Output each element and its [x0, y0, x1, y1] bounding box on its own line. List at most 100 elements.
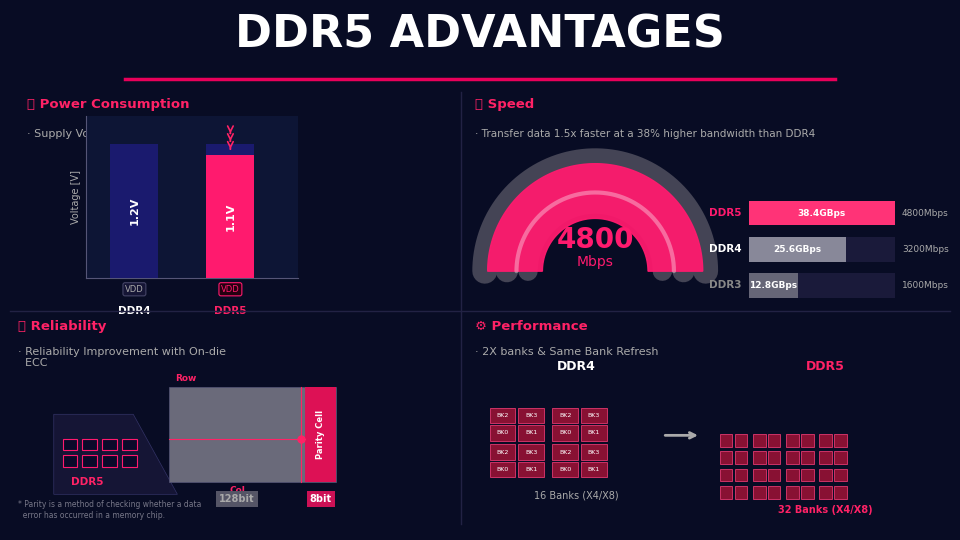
FancyBboxPatch shape: [834, 434, 847, 447]
Text: BK1: BK1: [525, 430, 538, 435]
Text: DDR5: DDR5: [71, 477, 104, 488]
FancyBboxPatch shape: [735, 451, 747, 464]
FancyBboxPatch shape: [581, 408, 607, 423]
FancyBboxPatch shape: [581, 462, 607, 477]
FancyBboxPatch shape: [581, 425, 607, 441]
Text: DDR5: DDR5: [806, 360, 845, 373]
FancyBboxPatch shape: [62, 438, 77, 450]
FancyBboxPatch shape: [786, 486, 799, 498]
FancyBboxPatch shape: [768, 469, 780, 481]
FancyBboxPatch shape: [753, 434, 765, 447]
FancyBboxPatch shape: [553, 425, 578, 441]
Text: 25.6GBps: 25.6GBps: [774, 245, 822, 254]
Bar: [749, 237, 895, 262]
Text: 4800: 4800: [557, 226, 634, 254]
Text: DDR5 ADVANTAGES: DDR5 ADVANTAGES: [235, 13, 725, 56]
Text: BK3: BK3: [525, 450, 538, 455]
Text: 32 Banks (X4/X8): 32 Banks (X4/X8): [779, 505, 873, 515]
Text: ⚙ Performance: ⚙ Performance: [475, 320, 588, 333]
Text: DDR4: DDR4: [118, 306, 151, 316]
Text: DDR4: DDR4: [709, 244, 742, 254]
FancyBboxPatch shape: [83, 455, 97, 467]
Bar: [749, 200, 895, 226]
FancyBboxPatch shape: [553, 462, 578, 477]
FancyBboxPatch shape: [518, 444, 543, 460]
FancyBboxPatch shape: [834, 451, 847, 464]
Text: 12.8GBps: 12.8GBps: [750, 281, 798, 290]
FancyBboxPatch shape: [518, 425, 543, 441]
Text: Col: Col: [229, 486, 245, 495]
FancyBboxPatch shape: [819, 469, 831, 481]
Text: BK1: BK1: [525, 467, 538, 472]
FancyBboxPatch shape: [490, 444, 515, 460]
Text: · Reliability Improvement with On-die
  ECC: · Reliability Improvement with On-die EC…: [18, 347, 227, 368]
FancyBboxPatch shape: [753, 469, 765, 481]
Text: Mbps: Mbps: [577, 254, 613, 268]
FancyBboxPatch shape: [553, 444, 578, 460]
Text: BK3: BK3: [588, 450, 600, 455]
Text: Row: Row: [176, 374, 197, 383]
FancyBboxPatch shape: [735, 469, 747, 481]
Text: DDR3: DDR3: [709, 280, 742, 291]
Text: 16 Banks (X4/X8): 16 Banks (X4/X8): [534, 490, 618, 501]
FancyBboxPatch shape: [735, 486, 747, 498]
Text: BK3: BK3: [588, 413, 600, 418]
Text: 3200Mbps: 3200Mbps: [902, 245, 948, 254]
Text: BK0: BK0: [559, 467, 571, 472]
FancyBboxPatch shape: [122, 455, 136, 467]
FancyBboxPatch shape: [62, 455, 77, 467]
FancyBboxPatch shape: [786, 434, 799, 447]
FancyBboxPatch shape: [581, 444, 607, 460]
Bar: [206, 155, 254, 278]
Bar: [206, 144, 254, 155]
FancyBboxPatch shape: [819, 434, 831, 447]
Text: 128bit: 128bit: [219, 494, 254, 504]
Text: · Supply Voltage Reduction: · Supply Voltage Reduction: [27, 129, 178, 139]
FancyBboxPatch shape: [720, 469, 732, 481]
FancyBboxPatch shape: [768, 434, 780, 447]
Text: 8bit: 8bit: [310, 494, 332, 504]
FancyBboxPatch shape: [122, 438, 136, 450]
Text: BK2: BK2: [559, 450, 571, 455]
Text: DDR5: DDR5: [709, 208, 742, 218]
FancyBboxPatch shape: [518, 462, 543, 477]
Bar: [110, 144, 158, 278]
Text: * Parity is a method of checking whether a data
  error has occurred in a memory: * Parity is a method of checking whether…: [18, 500, 202, 519]
Text: 1600Mbps: 1600Mbps: [902, 281, 948, 290]
FancyBboxPatch shape: [768, 486, 780, 498]
Text: BK3: BK3: [525, 413, 538, 418]
Bar: [749, 273, 798, 298]
FancyBboxPatch shape: [518, 408, 543, 423]
FancyBboxPatch shape: [801, 451, 814, 464]
FancyBboxPatch shape: [801, 434, 814, 447]
FancyBboxPatch shape: [819, 486, 831, 498]
Bar: [749, 237, 847, 262]
FancyBboxPatch shape: [103, 455, 117, 467]
Polygon shape: [488, 164, 703, 271]
FancyBboxPatch shape: [753, 486, 765, 498]
Text: DDR4: DDR4: [557, 360, 595, 373]
FancyBboxPatch shape: [786, 469, 799, 481]
Text: · 2X banks & Same Bank Refresh: · 2X banks & Same Bank Refresh: [475, 347, 659, 357]
FancyBboxPatch shape: [305, 387, 336, 482]
Text: 38.4GBps: 38.4GBps: [798, 208, 846, 218]
FancyBboxPatch shape: [720, 434, 732, 447]
Bar: [749, 200, 895, 226]
Text: VDD: VDD: [221, 285, 240, 294]
Polygon shape: [54, 414, 178, 494]
FancyBboxPatch shape: [490, 462, 515, 477]
FancyBboxPatch shape: [490, 425, 515, 441]
Text: VDD: VDD: [125, 285, 144, 294]
Text: 1.2V: 1.2V: [130, 197, 139, 225]
FancyBboxPatch shape: [553, 408, 578, 423]
Text: BK0: BK0: [559, 430, 571, 435]
FancyBboxPatch shape: [801, 469, 814, 481]
Text: · Transfer data 1.5x faster at a 38% higher bandwidth than DDR4: · Transfer data 1.5x faster at a 38% hig…: [475, 129, 815, 139]
Text: 1.1V: 1.1V: [226, 202, 235, 231]
Text: Parity Cell: Parity Cell: [317, 410, 325, 459]
FancyBboxPatch shape: [83, 438, 97, 450]
Text: BK1: BK1: [588, 467, 600, 472]
FancyBboxPatch shape: [490, 408, 515, 423]
Text: BK0: BK0: [496, 430, 509, 435]
FancyBboxPatch shape: [819, 451, 831, 464]
